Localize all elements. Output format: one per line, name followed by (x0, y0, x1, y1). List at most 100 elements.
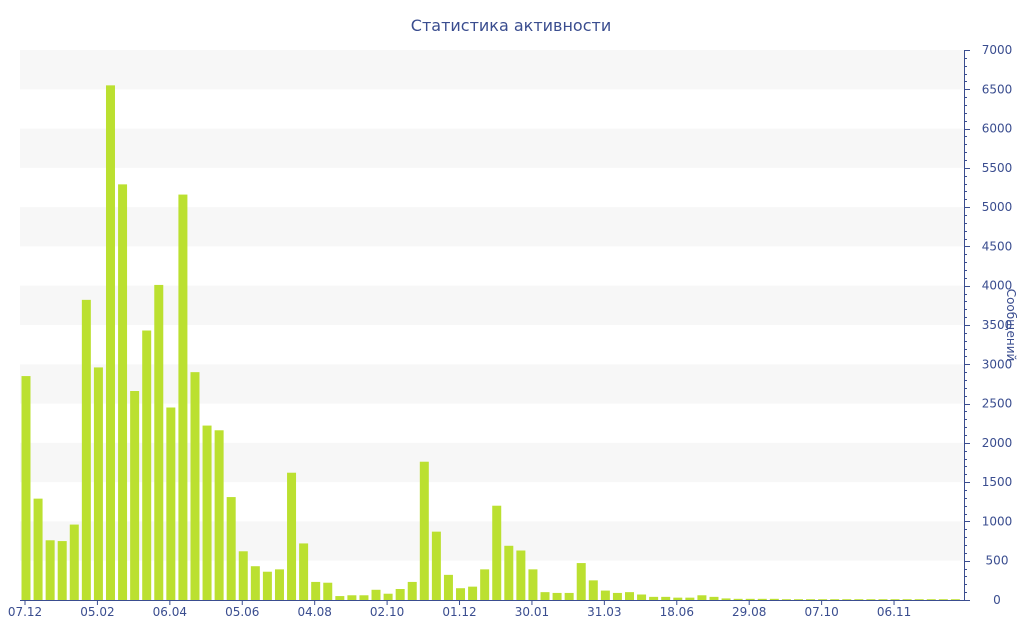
y-tick-label: 2000 (982, 436, 1013, 450)
bar (178, 194, 188, 601)
y-axis: 0 500 1000 1500 2000 2500 3000 3500 4000 4500 5000… (964, 43, 1012, 607)
x-tick-label: 29.08 (732, 605, 766, 619)
bar (287, 472, 297, 600)
bar (793, 599, 803, 600)
y-axis-title: Сообщений (1004, 289, 1018, 362)
bar (588, 580, 598, 600)
bar (407, 581, 417, 600)
x-tick-label: 04.08 (298, 605, 332, 619)
bar (250, 566, 260, 600)
bar (745, 598, 755, 600)
bar (926, 599, 936, 600)
bar (950, 599, 960, 600)
bar (721, 598, 731, 600)
grid-band (20, 50, 964, 90)
bar (830, 599, 840, 600)
bar (443, 574, 453, 600)
grid-band (20, 285, 964, 325)
bar (262, 571, 272, 600)
grid-band (20, 207, 964, 247)
bar (866, 599, 876, 600)
bar (202, 425, 212, 600)
grid-band (20, 521, 964, 561)
bar (878, 599, 888, 600)
bar (274, 569, 284, 600)
y-tick-label: 4500 (982, 239, 1013, 253)
bar (299, 543, 309, 600)
y-tick-label: 2500 (982, 397, 1013, 411)
bar (504, 545, 514, 600)
bar (842, 599, 852, 600)
y-tick-label: 7000 (982, 43, 1013, 57)
bar (709, 596, 719, 600)
bar (938, 599, 948, 600)
bar (226, 497, 236, 600)
bar (395, 589, 405, 600)
x-tick-label: 31.03 (587, 605, 621, 619)
bar (383, 593, 393, 600)
bar (612, 592, 622, 600)
bar (637, 594, 647, 600)
bar (492, 505, 502, 600)
bar (81, 299, 91, 600)
y-tick-label: 1000 (982, 514, 1013, 528)
bar (419, 461, 429, 600)
x-tick-label: 06.04 (153, 605, 187, 619)
bar (552, 592, 562, 600)
grid-band (20, 128, 964, 168)
bar (45, 540, 55, 600)
bar (33, 498, 43, 600)
bar (781, 599, 791, 600)
y-tick-label: 0 (993, 593, 1001, 607)
y-tick-label: 500 (986, 554, 1009, 568)
x-tick-label: 18.06 (660, 605, 694, 619)
bar (697, 595, 707, 600)
bar (733, 598, 743, 600)
bar (769, 598, 779, 600)
grid-band (20, 442, 964, 483)
bar (21, 376, 31, 600)
bar (649, 596, 659, 600)
grid-band (20, 364, 964, 404)
bar (93, 367, 103, 600)
y-tick-label: 3500 (982, 318, 1013, 332)
bar (371, 589, 381, 600)
x-tick-label: 01.12 (442, 605, 476, 619)
bar (854, 599, 864, 600)
grid-bands (20, 50, 964, 561)
y-tick-label: 6500 (982, 82, 1013, 96)
y-tick-label: 5000 (982, 200, 1013, 214)
bar (625, 592, 634, 600)
bar-series (21, 85, 960, 601)
bar (347, 595, 357, 600)
x-tick-label: 30.01 (515, 605, 549, 619)
bar (154, 284, 164, 600)
bar (311, 581, 321, 600)
y-tick-label: 6000 (982, 122, 1013, 136)
bar (431, 531, 441, 600)
bar (190, 372, 200, 600)
bar (335, 596, 345, 600)
bar (516, 550, 526, 600)
bar (69, 524, 79, 600)
bar (456, 588, 466, 600)
chart-title: Статистика активности (411, 16, 611, 35)
bar (468, 586, 478, 600)
bar (818, 599, 828, 600)
bar (673, 597, 683, 600)
x-tick-label: 07.10 (804, 605, 838, 619)
x-tick-label: 07.12 (8, 605, 42, 619)
y-tick-label: 4000 (982, 279, 1013, 293)
bar (600, 590, 610, 600)
bar (528, 569, 538, 600)
bar (757, 598, 767, 600)
x-tick-label: 06.11 (877, 605, 911, 619)
y-tick-label: 5500 (982, 161, 1013, 175)
bar (576, 563, 586, 600)
bar (685, 597, 695, 600)
bar (214, 430, 224, 600)
x-axis: 07.12 05.02 06.04 05.06 04.08 02.10 01.12 30.01… (8, 600, 964, 619)
bar (105, 85, 115, 601)
bar (359, 595, 369, 600)
